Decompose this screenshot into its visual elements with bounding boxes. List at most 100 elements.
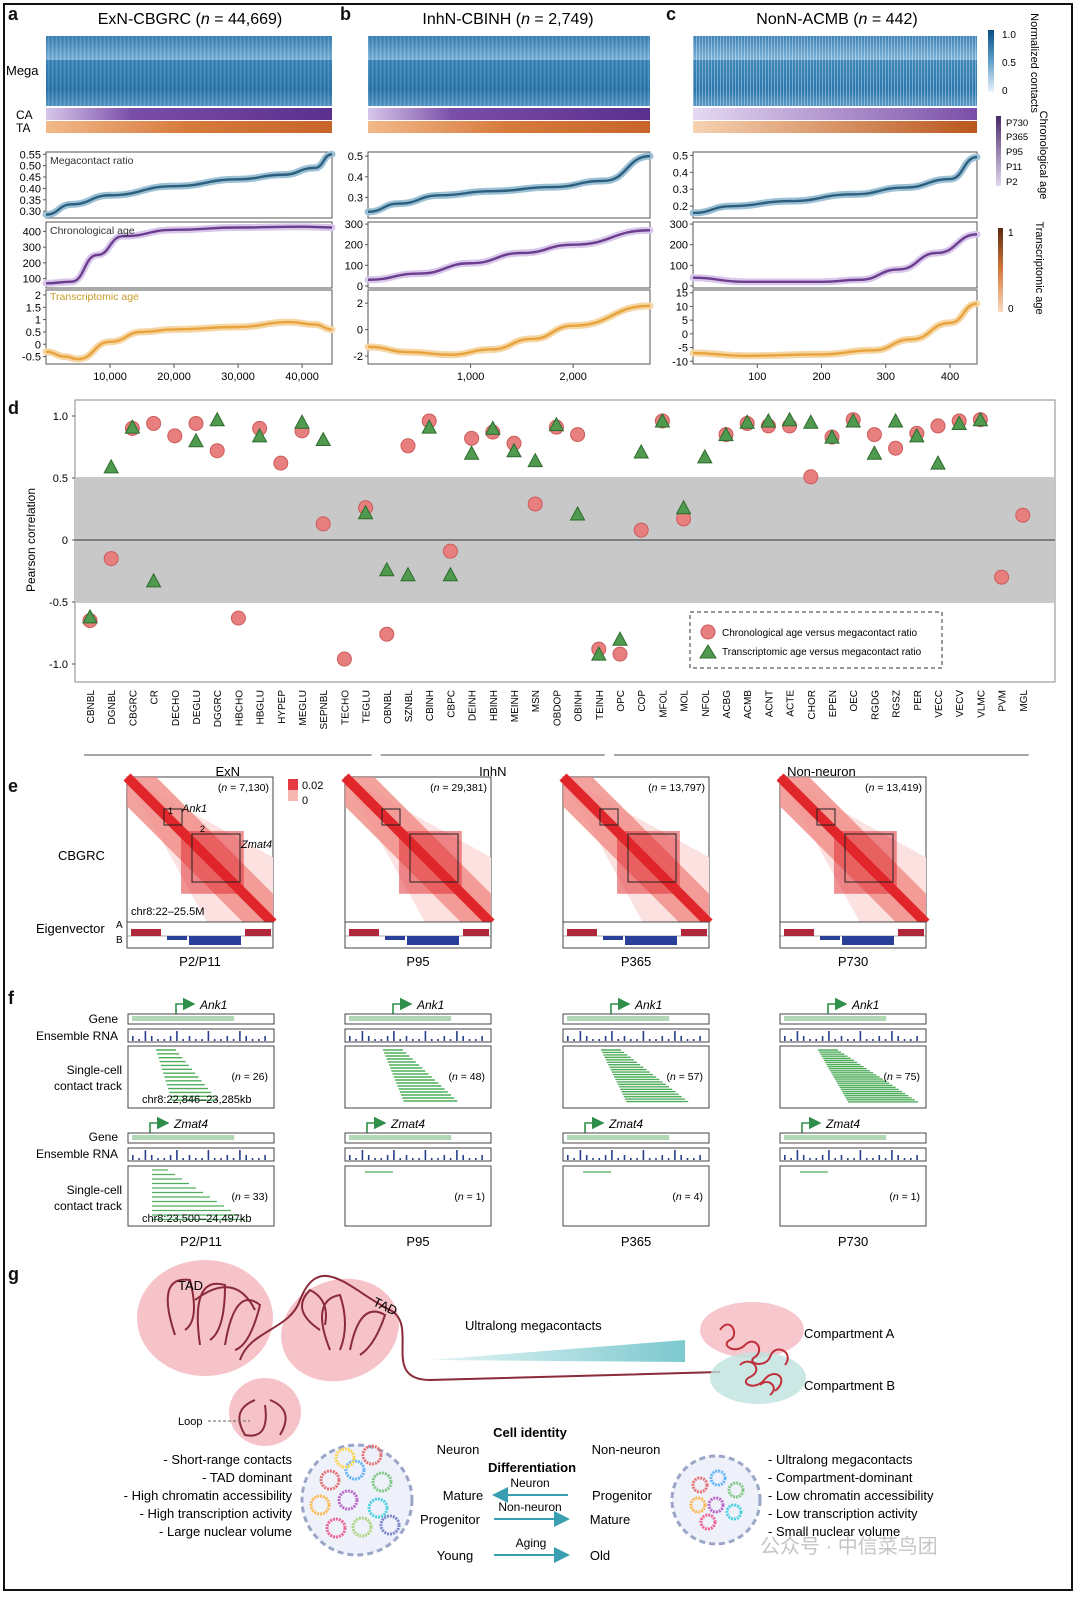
territory-left-1 (319, 1469, 341, 1491)
hic-n-4: (n = 13,419) (865, 782, 922, 794)
legend-contacts-tick-2: 0.5 (1002, 58, 1016, 69)
ytick-panel_c-3-3: 5 (682, 315, 688, 327)
ytick-panel_b-1-3: 0.3 (348, 192, 363, 204)
label-young: Young (437, 1548, 473, 1563)
f-rna-track-1-3 (562, 1028, 710, 1043)
series-line-panel_b-2 (367, 229, 651, 281)
legend-contacts: Normalized contacts 1.0 0.5 0 (988, 13, 1040, 113)
panel-e-eig-b: B (116, 935, 123, 946)
d-cat-msn: MSN (531, 690, 542, 712)
f-gene-name-1-4: Ank1 (851, 998, 879, 1012)
eigen-b-1-3 (603, 936, 623, 940)
legend-trans-tick-2: 0 (1008, 304, 1014, 315)
legend-triangle-label: Transcriptomic age versus megacontact ra… (722, 647, 922, 658)
hic-box-zmat4-2 (409, 833, 459, 883)
series-line-panel_c-3 (692, 302, 978, 357)
row-label-ca: CA (16, 108, 33, 122)
f-row-sc-2b: contact track (54, 1199, 123, 1213)
d-circle-obinh (570, 427, 586, 443)
d-circle-vecc (930, 418, 946, 434)
d-circle-sznbl (400, 438, 416, 454)
d-cat-hbglu: HBGLU (256, 690, 267, 724)
f-rna-track-2-3 (562, 1147, 710, 1162)
legend-trans: 1 0 Transcriptomic age (998, 221, 1045, 315)
d-triangle-obinh (569, 505, 586, 521)
d-triangle-teglu (357, 504, 374, 520)
panel-e-row-label: CBGRC (58, 848, 105, 863)
eigen-a-2-1 (245, 929, 271, 936)
d-cat-cbgrc: CBGRC (128, 690, 139, 726)
d-cat-cbnbl: CBNBL (86, 690, 97, 724)
d-triangle-vlmc (972, 411, 989, 427)
label-compartment-b: Compartment B (804, 1378, 895, 1393)
d-circle-obnbl (379, 626, 395, 642)
f-tss-arrow-2-3 (584, 1116, 605, 1133)
territory-left-2 (344, 1459, 366, 1481)
territory-right-5 (707, 1496, 725, 1514)
panel-f-columns: Ank1 (n = 26) Zmat4 (n = 33) P2/P11 Ank1 (n = … (127, 997, 927, 1249)
d-cat-epen: EPEN (828, 690, 839, 717)
ytick-panel_b-3-1: 2 (357, 298, 363, 310)
panel-abc: a b c ExN-CBGRC (n = 44,669) InhN-CBINH … (6, 4, 1049, 383)
right-feature-2: - Compartment-dominant (768, 1470, 913, 1485)
f-row-rna-1: Ensemble RNA (36, 1029, 118, 1043)
hic-box-zmat4-3 (627, 833, 677, 883)
d-cat-meglu: MEGLU (298, 690, 309, 726)
cbar-min: 0 (302, 795, 308, 807)
hic-map-3: (n = 13,797) P365 (559, 773, 713, 969)
eigen-a-2-4 (898, 929, 924, 936)
eigen-b-2-3 (625, 936, 677, 945)
legend-chrono-item-5: P2 (1006, 177, 1018, 188)
f-tss-arrow-2-2 (366, 1116, 387, 1133)
right-feature-1: - Ultralong megacontacts (768, 1452, 913, 1467)
label-compartment-a: Compartment A (804, 1326, 895, 1341)
d-cat-pvm: PVM (998, 690, 1009, 712)
d-cat-cr: CR (150, 690, 161, 704)
panel-d-letter: d (8, 398, 19, 418)
ytick-panel_a-2-3: 200 (23, 258, 41, 270)
d-triangle-sznbl (400, 566, 416, 582)
panel-e-letter: e (8, 776, 18, 796)
f-row-sc-2a: Single-cell (67, 1183, 122, 1197)
panel-d-legend: Chronological age versus megacontact rat… (689, 611, 943, 669)
d-cat-deglu: DEGLU (192, 690, 203, 724)
d-triangle-obdop (548, 416, 565, 432)
d-triangle-rgsz (887, 412, 904, 428)
d-circle-hbcho (230, 610, 246, 626)
ytick-panel_b-2-1: 300 (345, 219, 363, 231)
hic-n-1: (n = 7,130) (218, 782, 269, 794)
panel-e-eig-a: A (116, 920, 123, 931)
d-cat-opc: OPC (616, 690, 627, 712)
d-triangle-epen (824, 429, 840, 444)
nucleus-small (670, 1454, 762, 1546)
xtick-panel_b-1: 1,000 (457, 371, 485, 383)
legend-chrono-item-1: P730 (1006, 118, 1028, 129)
eigen-b-1-2 (385, 936, 405, 940)
d-cat-dggrc: DGGRC (213, 690, 224, 727)
label-old: Old (590, 1548, 610, 1563)
left-feature-5: - Large nuclear volume (159, 1524, 292, 1539)
legend-circle-label: Chronological age versus megacontact rat… (722, 628, 918, 639)
d-circle-cop (633, 522, 649, 538)
d-cat-cbinh: CBINH (425, 690, 436, 721)
f-rna-track-1-4 (779, 1028, 927, 1043)
d-cat-obnbl: OBNBL (383, 690, 394, 724)
f-n-2-3: (n = 4) (672, 1191, 703, 1203)
d-triangle-acte (781, 411, 798, 427)
panel-f: f Gene Ensemble RNA Single-cell contact … (8, 988, 927, 1249)
ytick-panel_c-2-4: 0 (682, 281, 688, 293)
d-triangle-per (908, 427, 925, 443)
panel-c-title: NonN-ACMB (n = 442) (756, 11, 917, 28)
legend-contacts-tick-1: 1.0 (1002, 30, 1016, 41)
f-n-1-2: (n = 48) (449, 1071, 486, 1083)
nucleus-large (300, 1443, 414, 1557)
series-line-panel_a-2 (45, 225, 333, 285)
f-col-2: Ank1 (n = 48) Zmat4 (n = 1) P95 (344, 997, 492, 1249)
label-non-neuron: Non-neuron (592, 1442, 661, 1457)
eigen-b-2-4 (842, 936, 894, 945)
d-triangle-dggrc (209, 411, 226, 427)
f-col-3: Ank1 (n = 57) Zmat4 (n = 4) P365 (562, 997, 710, 1249)
legend-chrono-item-2: P365 (1006, 132, 1028, 143)
ytick-panel_c-1-3: 0.3 (673, 184, 688, 196)
d-triangle-msn (527, 452, 544, 468)
